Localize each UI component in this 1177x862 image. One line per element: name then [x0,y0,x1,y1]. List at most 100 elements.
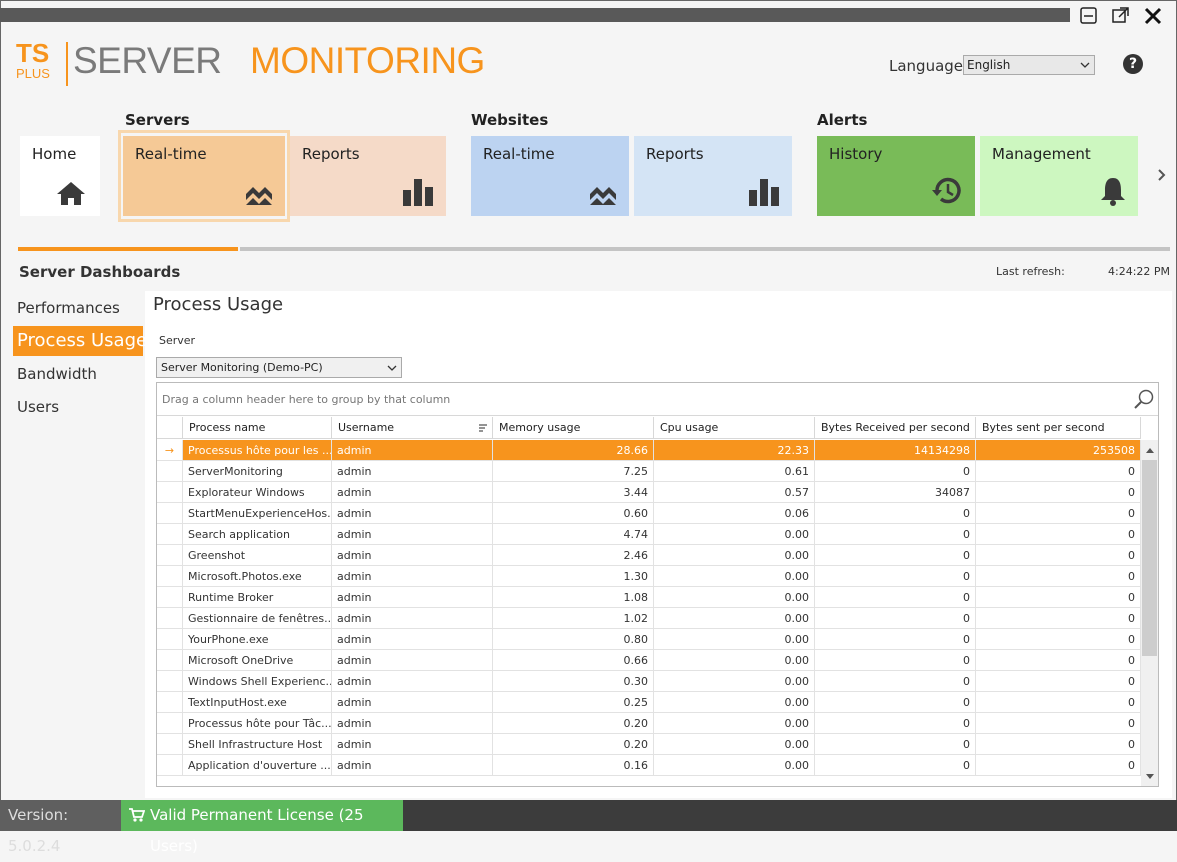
table-cell: 0.00 [654,587,815,608]
column-header[interactable]: Bytes sent per second [976,417,1141,439]
language-value: English [967,58,1010,72]
help-button[interactable]: ? [1123,54,1143,74]
table-cell: admin [332,755,493,776]
sort-icon [478,423,488,433]
table-cell: admin [332,503,493,524]
server-label: Server [159,334,195,347]
column-header[interactable]: Bytes Received per second [815,417,976,439]
table-cell: 0 [815,650,976,671]
table-cell: StartMenuExperienceHos... [183,503,332,524]
popout-button[interactable] [1113,8,1128,22]
nav-tile[interactable]: Reports [290,136,446,216]
version: Version: 5.0.2.4 [0,800,121,831]
nav-tile[interactable]: Real-time [123,136,285,216]
table-cell: 0 [976,482,1141,503]
minimize-button[interactable] [1081,8,1096,23]
table-cell: 0 [815,461,976,482]
column-header[interactable]: Process name [183,417,332,439]
table-cell: 0.57 [654,482,815,503]
logo-divider [66,42,68,86]
table-cell: admin [332,524,493,545]
row-indicator [157,608,183,629]
nav-group-label: Alerts [817,111,867,129]
table-cell: 0.00 [654,629,815,650]
table-cell: Application d'ouverture ... [183,755,332,776]
row-indicator [157,566,183,587]
table-cell: 7.25 [493,461,654,482]
logo-plus: PLUS [16,66,50,81]
table-cell: 1.02 [493,608,654,629]
close-button[interactable] [1146,9,1160,23]
section-title: Server Dashboards [19,263,180,281]
row-indicator [157,734,183,755]
table-cell: admin [332,440,493,461]
column-header[interactable]: Memory usage [493,417,654,439]
tile-label: Reports [302,145,360,163]
table-cell: 0.00 [654,713,815,734]
sidebar-item[interactable]: Process Usage [17,330,147,351]
sidebar-item[interactable]: Bandwidth [17,365,97,383]
column-header[interactable]: Username [332,417,493,439]
tile-label: History [829,145,882,163]
table-cell: Microsoft OneDrive [183,650,332,671]
table-cell: Explorateur Windows [183,482,332,503]
table-cell: 0 [976,755,1141,776]
table-cell: 0 [815,734,976,755]
table-cell: 0.00 [654,608,815,629]
table-cell: 3.44 [493,482,654,503]
row-indicator [157,713,183,734]
table-cell: 1.08 [493,587,654,608]
table-cell: 0.00 [654,734,815,755]
logo-mark: TS PLUS [16,42,62,84]
table-cell: 0 [976,692,1141,713]
row-indicator [157,671,183,692]
table-cell: 0.20 [493,713,654,734]
table-cell: 253508 [976,440,1141,461]
logo-server: SERVER [73,40,222,82]
table-cell: 0.00 [654,524,815,545]
nav-tile[interactable]: History [817,136,975,216]
table-cell: admin [332,566,493,587]
column-header[interactable]: Cpu usage [654,417,815,439]
group-hint: Drag a column header here to group by th… [162,393,450,406]
table-cell: 0.00 [654,566,815,587]
table-cell: 0.16 [493,755,654,776]
table-cell: 0.00 [654,671,815,692]
table-cell: 0 [976,671,1141,692]
table-cell: 0.61 [654,461,815,482]
refresh-label: Last refresh: [996,265,1065,278]
table-cell: 0.20 [493,734,654,755]
table-cell: 0.30 [493,671,654,692]
nav-group-label: Servers [125,111,190,129]
nav-tile[interactable]: Real-time [471,136,629,216]
table-cell: 0.60 [493,503,654,524]
search-button[interactable] [1134,389,1156,411]
sidebar-item[interactable]: Performances [17,299,120,317]
tile-label: Real-time [135,145,207,163]
language-select[interactable]: English [963,55,1095,75]
sidebar-item[interactable]: Users [17,398,59,416]
table-cell: Processus hôte pour les ... [183,440,332,461]
table-cell: 0 [976,650,1141,671]
language-label: Language [889,57,963,75]
server-select[interactable]: Server Monitoring (Demo-PC) [156,357,402,378]
table-cell: 0 [976,713,1141,734]
table-cell: Greenshot [183,545,332,566]
table-cell: admin [332,629,493,650]
row-indicator [157,524,183,545]
table-cell: 0 [976,608,1141,629]
nav-tile[interactable]: Management [980,136,1138,216]
table-cell: admin [332,734,493,755]
nav-next[interactable] [1156,168,1168,182]
nav-tile[interactable]: Home [20,136,100,216]
progress-track [240,247,1170,251]
table-cell: 0 [976,524,1141,545]
table-cell: Gestionnaire de fenêtres... [183,608,332,629]
table-cell: 0.00 [654,692,815,713]
header-indicator [157,417,183,439]
table-cell: 0.00 [654,755,815,776]
table-cell: Search application [183,524,332,545]
table-cell: 0 [815,629,976,650]
nav-tile[interactable]: Reports [634,136,792,216]
table-cell: 0 [976,503,1141,524]
